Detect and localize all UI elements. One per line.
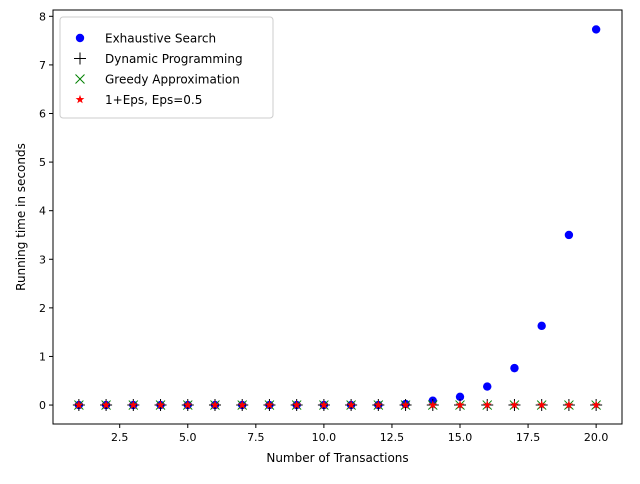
legend-item-2: Greedy Approximation [75, 73, 240, 87]
legend-marker [75, 33, 85, 43]
x-axis-ticks: 2.5 5.0 7.5 10.0 12.5 15.0 17.5 20.0 [111, 424, 608, 444]
legend-item-1: Dynamic Programming [74, 52, 243, 66]
data-point-s0-20 [591, 25, 601, 34]
data-point-s3-19 [564, 400, 574, 409]
data-point-s3-8 [265, 400, 274, 409]
data-point-s3-4 [156, 400, 165, 409]
plot-marks [72, 25, 603, 412]
legend-label: Exhaustive Search [105, 32, 216, 46]
legend-marker [75, 74, 85, 84]
data-point-s3-17 [510, 400, 519, 409]
legend-marker [74, 52, 86, 65]
data-point-s3-2 [101, 400, 111, 409]
x-axis-label: Number of Transactions [266, 451, 408, 465]
legend-marker [75, 94, 85, 104]
data-point-s3-16 [482, 400, 492, 409]
y-tick-label: 5 [39, 156, 46, 169]
y-tick-label: 1 [39, 350, 46, 363]
y-tick-label: 3 [39, 253, 46, 266]
data-point-s3-9 [292, 400, 302, 409]
data-point-s3-12 [373, 400, 383, 409]
data-point-s0-17 [510, 363, 519, 373]
y-tick-label: 6 [39, 108, 46, 121]
data-point-s3-3 [128, 400, 138, 409]
data-point-s3-14 [428, 400, 438, 409]
plot-frame [52, 9, 623, 425]
data-point-s3-1 [74, 400, 84, 409]
x-tick-label: 17.5 [516, 431, 541, 444]
data-point-s3-6 [210, 400, 220, 409]
data-point-s0-18 [537, 321, 546, 331]
y-tick-label: 2 [39, 302, 46, 315]
y-axis-ticks: 0 1 2 3 4 5 6 7 8 [39, 10, 53, 412]
data-point-s3-5 [183, 400, 193, 409]
y-tick-label: 7 [39, 59, 46, 72]
y-tick-label: 0 [39, 399, 46, 412]
data-point-s3-13 [401, 400, 410, 409]
y-axis-label: Running time in seconds [14, 143, 28, 291]
legend-item-3: 1+Eps, Eps=0.5 [75, 93, 202, 107]
data-point-s3-20 [591, 400, 601, 409]
x-tick-label: 20.0 [584, 431, 609, 444]
legend-item-0: Exhaustive Search [75, 32, 216, 46]
series-3 [74, 400, 601, 409]
y-tick-label: 4 [39, 205, 46, 218]
data-point-s3-15 [455, 400, 465, 409]
x-tick-label: 12.5 [380, 431, 405, 444]
legend-box [59, 16, 274, 119]
data-point-s0-19 [564, 230, 574, 240]
legend-label: 1+Eps, Eps=0.5 [105, 93, 202, 107]
data-point-s3-11 [346, 400, 356, 409]
x-tick-label: 2.5 [111, 431, 129, 444]
x-tick-label: 10.0 [312, 431, 337, 444]
x-tick-label: 15.0 [448, 431, 473, 444]
data-point-s0-16 [483, 382, 492, 391]
data-point-s3-18 [537, 400, 547, 409]
data-point-s0-15 [455, 392, 465, 401]
legend: Exhaustive Search Dynamic Programming Gree… [59, 16, 274, 119]
data-point-s3-10 [319, 400, 329, 409]
data-point-s3-7 [237, 400, 247, 409]
x-tick-label: 7.5 [247, 431, 265, 444]
legend-label: Dynamic Programming [105, 52, 243, 66]
legend-label: Greedy Approximation [105, 73, 240, 87]
x-tick-label: 5.0 [179, 431, 197, 444]
y-tick-label: 8 [39, 10, 46, 23]
